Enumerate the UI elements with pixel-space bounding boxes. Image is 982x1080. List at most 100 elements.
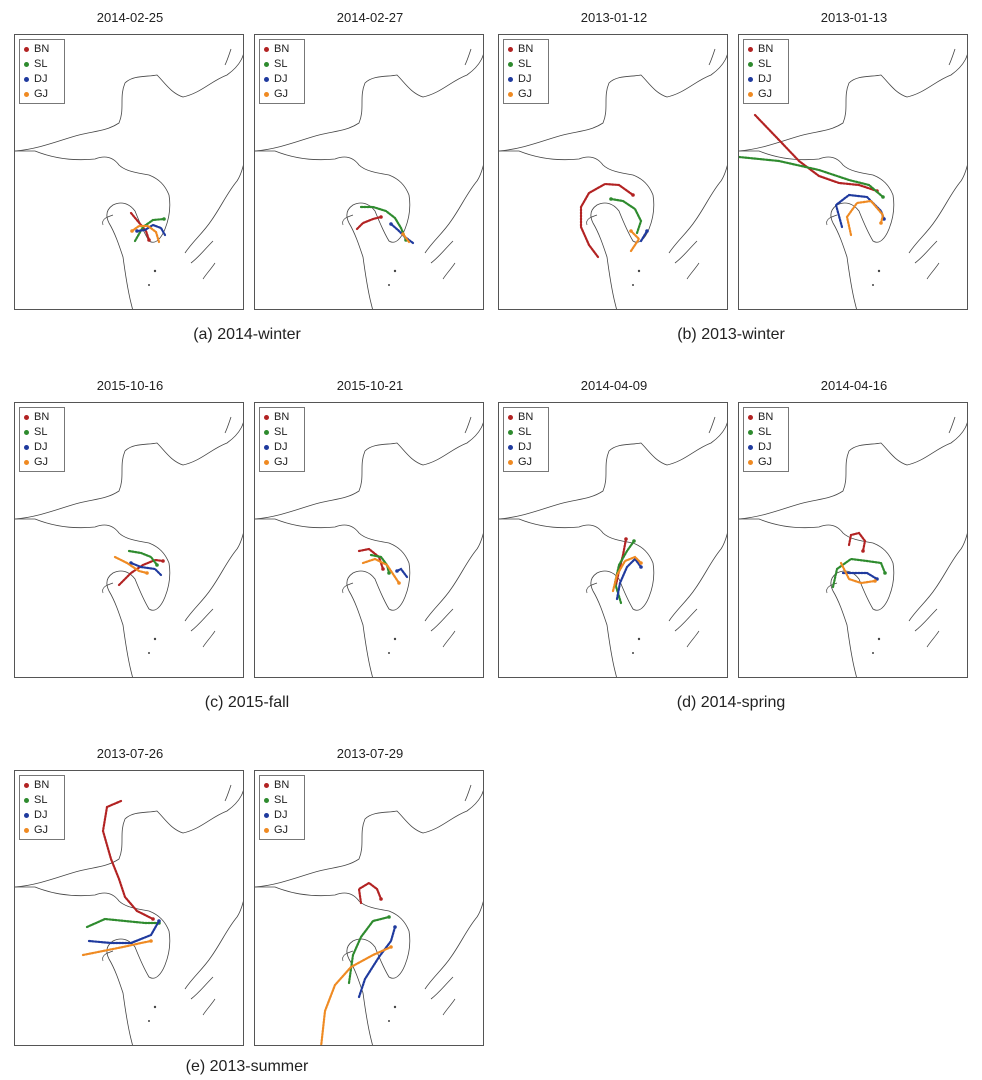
trajectory-endpoint-bn <box>161 559 165 563</box>
legend-item-gj: GJ <box>508 87 546 102</box>
trajectory-endpoint-bn <box>624 537 628 541</box>
panel-date-title: 2015-10-16 <box>96 378 164 393</box>
panel-date-title: 2014-02-27 <box>336 10 404 25</box>
legend: BN SL DJ GJ <box>19 407 65 472</box>
legend-marker-icon <box>24 76 29 82</box>
legend-label: GJ <box>518 88 533 100</box>
legend-label: SL <box>274 426 288 438</box>
map-canvas <box>255 778 483 1045</box>
legend-item-sl: SL <box>508 57 546 72</box>
legend-label: DJ <box>274 441 288 453</box>
trajectory-sl <box>133 217 166 243</box>
legend-item-sl: SL <box>508 425 546 440</box>
legend-marker-icon <box>508 444 513 450</box>
legend-item-bn: BN <box>24 778 62 793</box>
legend-marker-icon <box>508 459 513 465</box>
legend-label: SL <box>34 426 48 438</box>
trajectory-endpoint-bn <box>151 917 155 921</box>
legend-item-sl: SL <box>264 57 302 72</box>
map-canvas <box>15 778 243 1045</box>
legend-item-gj: GJ <box>508 455 546 470</box>
legend-item-bn: BN <box>508 410 546 425</box>
legend-marker-icon <box>24 459 29 465</box>
legend-marker-icon <box>24 797 29 803</box>
legend-marker-icon <box>264 459 269 465</box>
map-canvas <box>499 42 727 309</box>
trajectory-gj <box>629 229 641 253</box>
legend-marker-icon <box>264 91 269 97</box>
legend-label: GJ <box>274 824 289 836</box>
trajectory-endpoint-sl <box>881 195 885 199</box>
legend-label: DJ <box>518 73 532 85</box>
trajectory-map: BN SL DJ GJ <box>254 770 484 1046</box>
legend-item-bn: BN <box>748 42 786 57</box>
legend-item-bn: BN <box>508 42 546 57</box>
legend-marker-icon <box>748 76 753 82</box>
legend-label: DJ <box>758 73 772 85</box>
legend-marker-icon <box>264 797 269 803</box>
legend-label: SL <box>758 58 772 70</box>
legend-marker-icon <box>24 444 29 450</box>
legend-label: DJ <box>274 809 288 821</box>
legend-marker-icon <box>508 429 513 435</box>
trajectory-endpoint-bn <box>381 567 385 571</box>
legend-item-bn: BN <box>264 42 302 57</box>
legend-label: BN <box>758 43 774 55</box>
group-caption: (b) 2013-winter <box>677 326 785 343</box>
legend-item-gj: GJ <box>264 87 302 102</box>
trajectory-endpoint-dj <box>645 229 649 233</box>
trajectory-endpoint-gj <box>145 571 149 575</box>
group-caption: (a) 2014-winter <box>193 326 301 343</box>
panel-date-title: 2013-07-26 <box>96 746 164 761</box>
legend-item-gj: GJ <box>264 823 302 838</box>
trajectory-gj <box>81 939 153 957</box>
trajectory-endpoint-sl <box>387 571 391 575</box>
trajectory-endpoint-gj <box>397 581 401 585</box>
legend-item-sl: SL <box>264 793 302 808</box>
trajectory-endpoint-gj <box>879 221 883 225</box>
map-canvas <box>739 42 967 309</box>
legend-item-dj: DJ <box>24 72 62 87</box>
legend-item-bn: BN <box>748 410 786 425</box>
legend-marker-icon <box>24 429 29 435</box>
trajectory-dj <box>615 557 643 601</box>
legend-label: GJ <box>34 456 49 468</box>
legend-label: DJ <box>758 441 772 453</box>
legend-label: BN <box>758 411 774 423</box>
legend-item-sl: SL <box>24 425 62 440</box>
trajectory-bn <box>847 531 867 553</box>
trajectory-sl <box>831 557 887 589</box>
trajectory-map: BN SL DJ GJ <box>14 770 244 1046</box>
legend-item-dj: DJ <box>748 72 786 87</box>
trajectory-dj <box>834 193 886 229</box>
legend-label: SL <box>274 794 288 806</box>
legend-label: GJ <box>34 824 49 836</box>
legend-marker-icon <box>508 61 513 67</box>
legend: BN SL DJ GJ <box>19 39 65 104</box>
legend-marker-icon <box>508 46 513 52</box>
legend-label: DJ <box>274 73 288 85</box>
panel-date-title: 2014-04-16 <box>820 378 888 393</box>
trajectory-sl <box>613 539 636 605</box>
trajectory-endpoint-gj <box>639 561 643 565</box>
legend-marker-icon <box>748 429 753 435</box>
legend-label: SL <box>518 426 532 438</box>
legend-label: GJ <box>518 456 533 468</box>
trajectory-map: BN SL DJ GJ <box>738 402 968 678</box>
map-canvas <box>499 410 727 677</box>
trajectory-endpoint-bn <box>147 238 151 242</box>
trajectory-endpoint-dj <box>135 229 139 233</box>
trajectory-gj <box>845 199 885 237</box>
legend-marker-icon <box>24 414 29 420</box>
trajectory-endpoint-gj <box>629 229 633 233</box>
legend: BN SL DJ GJ <box>743 39 789 104</box>
legend-item-dj: DJ <box>24 440 62 455</box>
trajectory-dj <box>841 571 879 581</box>
panel-date-title: 2013-01-13 <box>820 10 888 25</box>
legend-label: BN <box>34 779 50 791</box>
legend-marker-icon <box>508 76 513 82</box>
trajectory-endpoint-dj <box>157 919 161 923</box>
legend-marker-icon <box>264 444 269 450</box>
legend-item-gj: GJ <box>748 87 786 102</box>
legend-label: GJ <box>758 88 773 100</box>
